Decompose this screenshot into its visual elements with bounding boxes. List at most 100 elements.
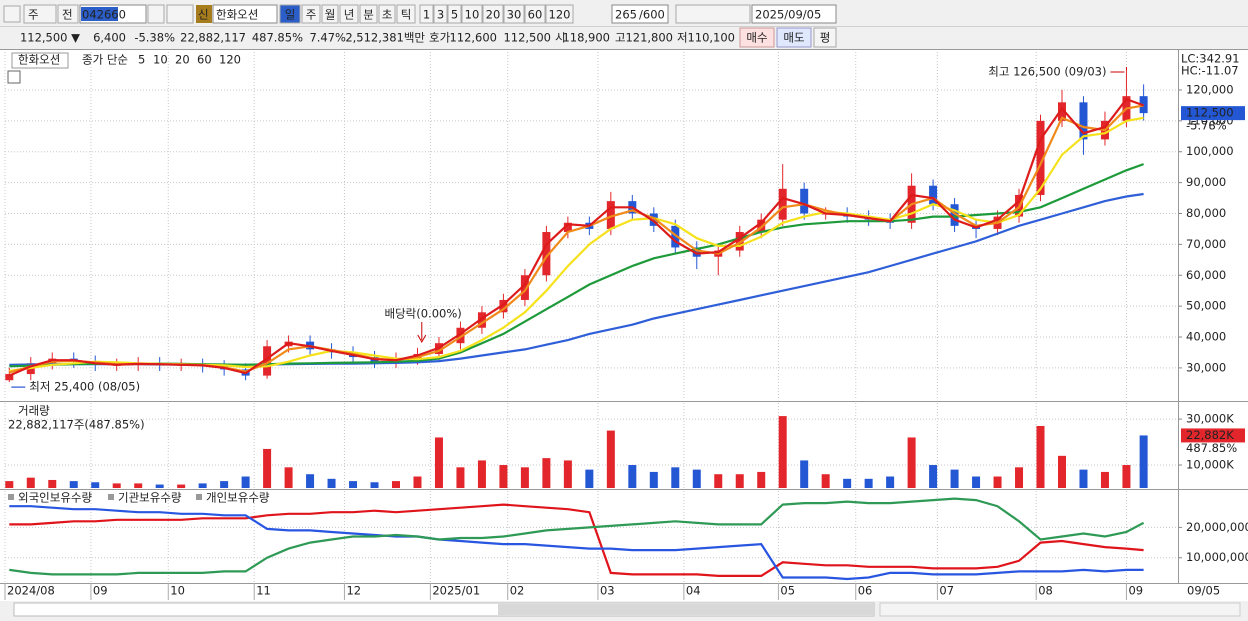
buy-button[interactable] <box>739 27 775 48</box>
interval-label: 1 <box>423 8 430 22</box>
interval-button[interactable] <box>447 4 462 24</box>
sell-button[interactable] <box>776 27 812 48</box>
candle-body <box>5 374 14 381</box>
volume-bar <box>993 476 1002 488</box>
quote-open: 118,900 <box>562 31 610 45</box>
legend-entry: 120 <box>219 53 241 67</box>
lc-label: LC:342.91 <box>1181 52 1240 66</box>
period-button[interactable] <box>279 4 301 24</box>
period-button[interactable] <box>321 4 339 24</box>
period-label: 틱 <box>401 8 412 22</box>
menu-icon[interactable] <box>3 5 21 23</box>
current-price-box <box>1181 106 1245 121</box>
quote-volume-rate: 487.85% <box>252 31 303 45</box>
interval-button[interactable] <box>461 4 483 24</box>
volume-bar <box>327 478 336 488</box>
sound-button[interactable] <box>166 4 194 24</box>
candle-body <box>929 185 938 205</box>
y-tick-label: 10,000,000 <box>1186 550 1248 564</box>
x-tick-label: 07 <box>939 584 954 598</box>
search-button[interactable] <box>147 4 165 24</box>
period-button[interactable] <box>339 4 359 24</box>
volume-bar <box>134 483 143 488</box>
tool-buttons[interactable] <box>675 4 751 24</box>
interval-button[interactable] <box>482 4 504 24</box>
current-price: 112,500 <box>1186 106 1234 120</box>
period-button[interactable] <box>396 4 416 24</box>
volume-bar <box>886 476 895 488</box>
legend-entry: 개인보유수량 <box>206 491 270 505</box>
period-button[interactable] <box>378 4 396 24</box>
x-tick-label: 08 <box>1038 584 1053 598</box>
interval-button[interactable] <box>524 4 546 24</box>
y-tick-label: 40,000 <box>1186 330 1226 344</box>
quote-open-label: 시 <box>555 31 566 45</box>
volume-bar <box>1122 465 1131 488</box>
quote-sell: 매도 <box>783 31 804 45</box>
interval-button[interactable] <box>545 4 574 24</box>
interval-label: 20 <box>486 8 501 22</box>
volume-bar <box>1057 455 1066 488</box>
quote-avg: 평 <box>820 31 831 45</box>
y-tick-label: 90,000 <box>1186 175 1226 189</box>
interval-button[interactable] <box>419 4 434 24</box>
volume-bar <box>542 458 551 488</box>
candle-body <box>499 299 508 313</box>
candle-body <box>950 204 959 226</box>
candle-body <box>542 232 551 276</box>
date-box[interactable] <box>751 4 837 24</box>
interval-button[interactable] <box>503 4 525 24</box>
volume-bar <box>499 465 508 488</box>
type-select[interactable] <box>57 4 79 24</box>
period-label: 주 <box>306 8 317 22</box>
code: 042660 <box>82 8 126 22</box>
period-button[interactable] <box>359 4 378 24</box>
x-tick-label: 2025/01 <box>432 584 480 598</box>
candle-body <box>757 219 766 233</box>
quote-bid-ask-label: 호가 <box>429 31 451 45</box>
table-icon[interactable] <box>7 70 21 84</box>
y-tick-label: 50,000 <box>1186 299 1226 313</box>
volume-bar <box>91 482 100 488</box>
interval-button[interactable] <box>433 4 448 24</box>
y-tick-label: 70,000 <box>1186 237 1226 251</box>
low-label: 최저 25,400 (08/05) <box>29 380 140 394</box>
avg-button[interactable] <box>813 27 837 48</box>
volume-bar <box>585 469 594 488</box>
period-label: 년 <box>344 8 355 22</box>
volume-bar <box>972 476 981 488</box>
quote-price: 112,500 ▼ <box>20 31 80 45</box>
x-tick-label: 09 <box>1128 584 1143 598</box>
volume-bar <box>284 467 293 488</box>
legend-swatch <box>8 494 14 500</box>
volume-bar <box>349 481 358 488</box>
candle-body <box>778 188 787 220</box>
x-tick-label: 06 <box>858 584 873 598</box>
x-tick-label: 04 <box>686 584 701 598</box>
legend-swatch <box>108 494 114 500</box>
volume-bar <box>1015 467 1024 488</box>
volume-bar <box>606 430 615 488</box>
period-button[interactable] <box>301 4 321 24</box>
volume-bar <box>950 469 959 488</box>
dividend-label: 배당락(0.00%) <box>385 307 462 321</box>
volume-bar <box>1079 469 1088 488</box>
volume-bar <box>155 484 164 488</box>
volume-bar <box>370 482 379 488</box>
scroll-thumb[interactable] <box>498 604 874 615</box>
volume-bar <box>520 467 529 488</box>
series-line <box>9 503 1144 577</box>
hc-label: HC:-11.07 <box>1181 64 1239 78</box>
y-tick-label: 30,000 <box>1186 360 1226 374</box>
y-tick-label: 100,000 <box>1186 144 1234 158</box>
zoom-controls[interactable] <box>879 602 1241 617</box>
volume-bar <box>757 471 766 488</box>
max-count: /600 <box>639 8 665 22</box>
market-select[interactable] <box>23 4 57 24</box>
name-box[interactable] <box>212 4 278 24</box>
legend-entry: 외국인보유수량 <box>18 491 92 505</box>
interval-label: 60 <box>528 8 543 22</box>
dividend-arrowhead <box>417 334 427 344</box>
volume-bar <box>628 465 637 488</box>
